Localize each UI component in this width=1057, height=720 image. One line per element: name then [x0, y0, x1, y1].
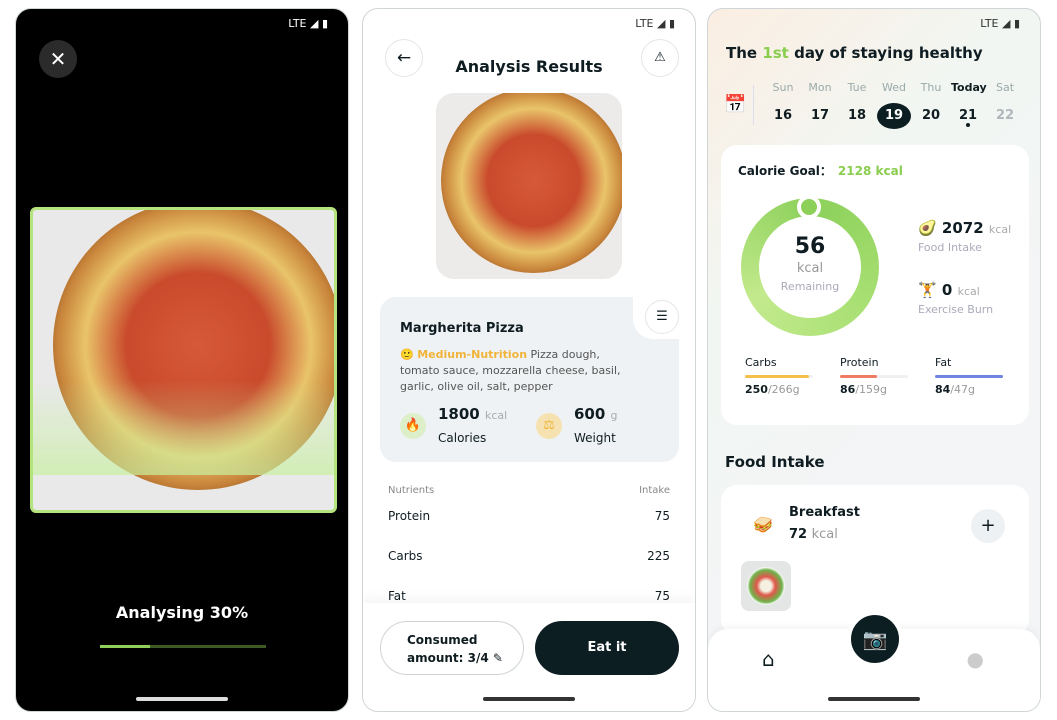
camera-icon: 📷 — [862, 627, 888, 651]
food-card: ☰ Margherita Pizza 🙂 Medium-Nutrition Pi… — [380, 293, 683, 462]
meal-thumbnail[interactable] — [741, 561, 791, 611]
meal-card-breakfast[interactable]: 🥪 Breakfast 72 kcal + — [721, 485, 1029, 635]
food-description: 🙂 Medium-Nutrition Pizza dough, tomato s… — [400, 348, 621, 393]
weight-stat: 600 g Weight — [574, 405, 618, 445]
home-indicator — [136, 697, 228, 701]
day-sun[interactable]: Sun 16 — [772, 81, 794, 123]
sandwich-icon: 🥪 — [753, 515, 773, 534]
avocado-icon: 🥑 — [918, 219, 937, 237]
add-meal-button[interactable]: + — [971, 509, 1005, 543]
macro-fat: Fat 84/47g — [935, 356, 1003, 396]
arrow-left-icon: ← — [396, 48, 412, 68]
calories-stat: 1800 kcal Calories — [438, 405, 508, 445]
close-button[interactable]: ✕ — [39, 40, 77, 78]
status-bar: LTE ◢ ▮ — [288, 17, 328, 30]
report-button[interactable]: ⚠ — [641, 39, 679, 77]
calorie-goal: Calorie Goal： 2128 kcal — [738, 164, 903, 178]
sliders-icon: ☰ — [656, 309, 668, 324]
food-intake-title: Food Intake — [725, 453, 825, 471]
nutrients-header: Nutrients — [388, 485, 435, 496]
back-button[interactable]: ← — [385, 39, 423, 77]
profile-icon[interactable]: ● — [966, 647, 984, 671]
day-mon[interactable]: Mon 17 — [808, 81, 832, 123]
weightlifter-icon: 🏋 — [918, 281, 937, 299]
home-icon[interactable]: ⌂ — [762, 647, 775, 671]
page-title: Analysis Results — [455, 57, 603, 76]
calorie-ring: 56 kcal Remaining — [741, 195, 879, 336]
adjust-button[interactable]: ☰ — [645, 300, 679, 334]
eat-it-button[interactable]: Eat it — [535, 621, 679, 675]
weight-icon: ⚖ — [536, 413, 562, 439]
food-intake-stat: 🥑 2072 kcal Food Intake — [918, 219, 1012, 254]
day-today[interactable]: Today 21 — [951, 81, 987, 129]
progress-text: Analysing 30% — [115, 603, 249, 622]
ingredients: Pizza dough, tomato sauce, mozzarella ch… — [400, 348, 621, 393]
nutrient-row: Protein 75 — [388, 509, 670, 523]
day-wed[interactable]: Wed 19 — [877, 81, 911, 129]
plus-icon: + — [980, 515, 996, 536]
exercise-burn-stat: 🏋 0 kcal Exercise Burn — [918, 281, 994, 316]
nutrient-row: Carbs 225 — [388, 549, 670, 563]
day-thu[interactable]: Thu 20 — [920, 81, 942, 123]
home-screen: LTE ◢ ▮ The 1st day of staying healthy 📅… — [707, 8, 1041, 712]
macro-carbs: Carbs 250/266g — [745, 356, 813, 396]
consumed-amount-button[interactable]: Consumed amount: 3/4 ✎ — [380, 621, 524, 675]
nutrient-row: Fat 75 — [388, 589, 670, 603]
camera-button[interactable]: 📷 — [847, 611, 903, 667]
calendar-icon[interactable]: 📅 — [724, 94, 747, 115]
food-photo — [436, 93, 622, 279]
report-icon: ⚠ — [654, 50, 666, 65]
flame-icon: 🔥 — [400, 413, 426, 439]
status-bar: LTE ◢ ▮ — [635, 17, 675, 30]
scan-frame — [30, 207, 337, 513]
day-sat[interactable]: Sat 22 — [995, 81, 1015, 123]
nutrition-rating: Medium-Nutrition — [417, 348, 528, 361]
home-indicator — [483, 697, 575, 701]
progress-bar — [100, 645, 266, 648]
analysis-screen: LTE ◢ ▮ ← Analysis Results ⚠ ☰ Margherit… — [362, 8, 696, 712]
calorie-card: Calorie Goal： 2128 kcal 56 kcal Remaining 🥑… — [721, 145, 1029, 425]
day-tue[interactable]: Tue 18 — [847, 81, 867, 123]
headline: The 1st day of staying healthy — [726, 44, 983, 62]
home-indicator — [828, 697, 920, 701]
close-icon: ✕ — [49, 47, 67, 71]
intake-header: Intake — [639, 485, 670, 496]
status-bar: LTE ◢ ▮ — [980, 17, 1020, 30]
meal-name: Breakfast — [789, 505, 860, 520]
scan-screen: LTE ◢ ▮ ✕ Analysing 30% — [15, 8, 349, 712]
food-name: Margherita Pizza — [400, 321, 524, 336]
macro-protein: Protein 86/159g — [840, 356, 908, 396]
meal-kcal: 72 kcal — [789, 527, 838, 542]
